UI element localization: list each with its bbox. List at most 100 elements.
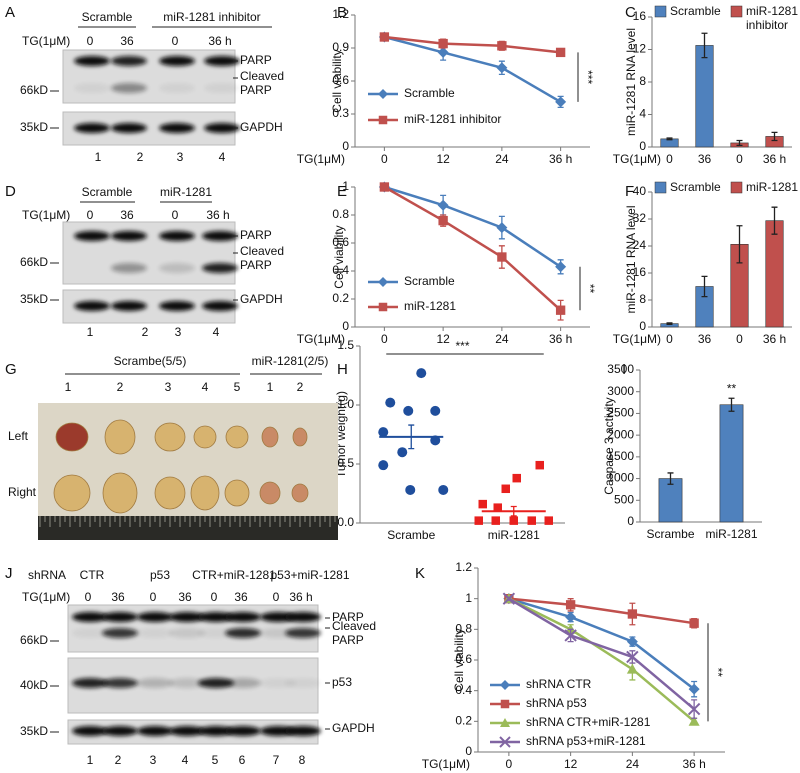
band-label-box: Cleaved PARP <box>240 69 285 97</box>
legend-marker <box>378 89 388 99</box>
y-tick-label: 0.8 <box>332 207 349 221</box>
x-tick-label: 0 <box>736 152 743 166</box>
marker <box>430 435 441 446</box>
x-tick-label: 0 <box>506 757 513 771</box>
marker <box>687 702 701 716</box>
series-line <box>508 597 695 691</box>
band-label-box: PARP <box>240 228 272 242</box>
blot-band <box>72 726 108 736</box>
legend-label-box: Scramble <box>670 180 721 194</box>
x-tick-label: Scrambe <box>646 527 694 541</box>
blot-band <box>111 231 147 241</box>
legend-label: shRNA p53+miR-1281 <box>526 734 646 748</box>
blot-condition: 0 <box>85 590 92 604</box>
legend-label: miR-1281 <box>404 299 456 313</box>
blot-band <box>202 301 238 311</box>
blot-condition: 0 <box>172 208 179 222</box>
tumor <box>104 419 136 455</box>
legend-label-box: miR-1281 inhibitor <box>746 4 798 32</box>
marker <box>626 650 639 664</box>
x-tick-label: 36 <box>698 152 712 166</box>
x-tick-label: 0 <box>666 152 673 166</box>
blot-band <box>72 612 108 622</box>
y-tick-label: 0 <box>342 139 349 153</box>
series-line <box>384 185 562 268</box>
blot-condition: 36 h <box>289 590 312 604</box>
marker <box>491 516 500 525</box>
blot-band <box>285 628 321 638</box>
band-label: p53 <box>332 675 353 689</box>
blot-band <box>137 628 173 638</box>
blot-band <box>74 301 110 311</box>
x-axis-label: TG(1μM) <box>297 332 345 346</box>
y-tick-label: 32 <box>633 211 647 225</box>
legend-label: miR-1281 inhibitor <box>404 112 501 126</box>
y-tick-label: 16 <box>633 265 647 279</box>
y-tick-label: 1.5 <box>337 338 354 352</box>
photo-item: 4 <box>202 380 209 394</box>
annotation: ** <box>583 284 597 294</box>
blot-band <box>159 56 195 66</box>
blot-condition: 36 <box>120 208 134 222</box>
marker <box>438 215 448 226</box>
blot-treatment: TG(1μM) <box>22 34 70 48</box>
x-tick-label: 36 h <box>763 332 786 346</box>
tumor <box>190 475 220 511</box>
lane-number: 8 <box>299 753 306 767</box>
y-tick-label: 0 <box>639 139 646 153</box>
legend-label: shRNA CTR <box>526 677 592 691</box>
y-tick-label: 0.6 <box>332 235 349 249</box>
y-tick-label: 24 <box>633 238 647 252</box>
legend-marker <box>378 115 388 125</box>
band-label-box: GAPDH <box>240 120 283 134</box>
blot-condition: 0 <box>273 590 280 604</box>
marker <box>379 182 390 192</box>
error-bar <box>736 139 743 147</box>
x-tick-label: 0 <box>736 332 743 346</box>
y-tick-label: 1.0 <box>337 397 354 411</box>
blot-band <box>202 263 238 273</box>
x-tick-label: 36 <box>698 332 712 346</box>
marker <box>478 499 487 509</box>
x-axis-label: TG(1μM) <box>613 332 661 346</box>
blot-band <box>102 726 138 736</box>
marker <box>378 427 389 438</box>
photo-ruler <box>38 516 338 540</box>
marker <box>379 32 390 42</box>
y-tick-label: 0.4 <box>455 683 472 697</box>
annotation: *** <box>581 70 595 84</box>
blot-band <box>169 612 205 622</box>
x-tick-label: 0 <box>381 152 388 166</box>
marker <box>403 405 414 416</box>
photo-item: 2 <box>117 380 124 394</box>
band-label: Cleaved PARP <box>240 69 285 97</box>
blot-band <box>137 612 173 622</box>
blot-condition: 0 <box>172 34 179 48</box>
blot-band <box>260 678 296 688</box>
y-tick-label: 500 <box>614 492 634 506</box>
marker <box>437 199 449 211</box>
band-label: Cleaved PARP <box>332 619 377 647</box>
x-tick-label: 12 <box>436 152 450 166</box>
error-bar <box>701 275 708 298</box>
y-axis-label: Cell viability <box>452 628 466 691</box>
band-label: PARP <box>332 610 364 624</box>
y-tick-label: 1000 <box>607 471 634 485</box>
y-tick-label: 0.6 <box>455 652 472 666</box>
blot-condition: 0 <box>87 208 94 222</box>
lane-number: 1 <box>87 753 94 767</box>
lane-number: 3 <box>177 150 184 164</box>
marker <box>474 516 483 525</box>
blot-condition: 0 <box>211 590 218 604</box>
legend-label-box: miR-1281 <box>746 180 798 194</box>
band-label-box: p53 <box>332 675 353 689</box>
legend-swatch <box>730 5 743 18</box>
panel-label: I <box>622 361 626 378</box>
series-line <box>508 597 695 625</box>
blot-condition: 0 <box>150 590 157 604</box>
blot-band <box>169 678 205 688</box>
y-tick-label: 4 <box>639 107 646 121</box>
lane-number: 2 <box>137 150 144 164</box>
blot-band <box>285 612 321 622</box>
